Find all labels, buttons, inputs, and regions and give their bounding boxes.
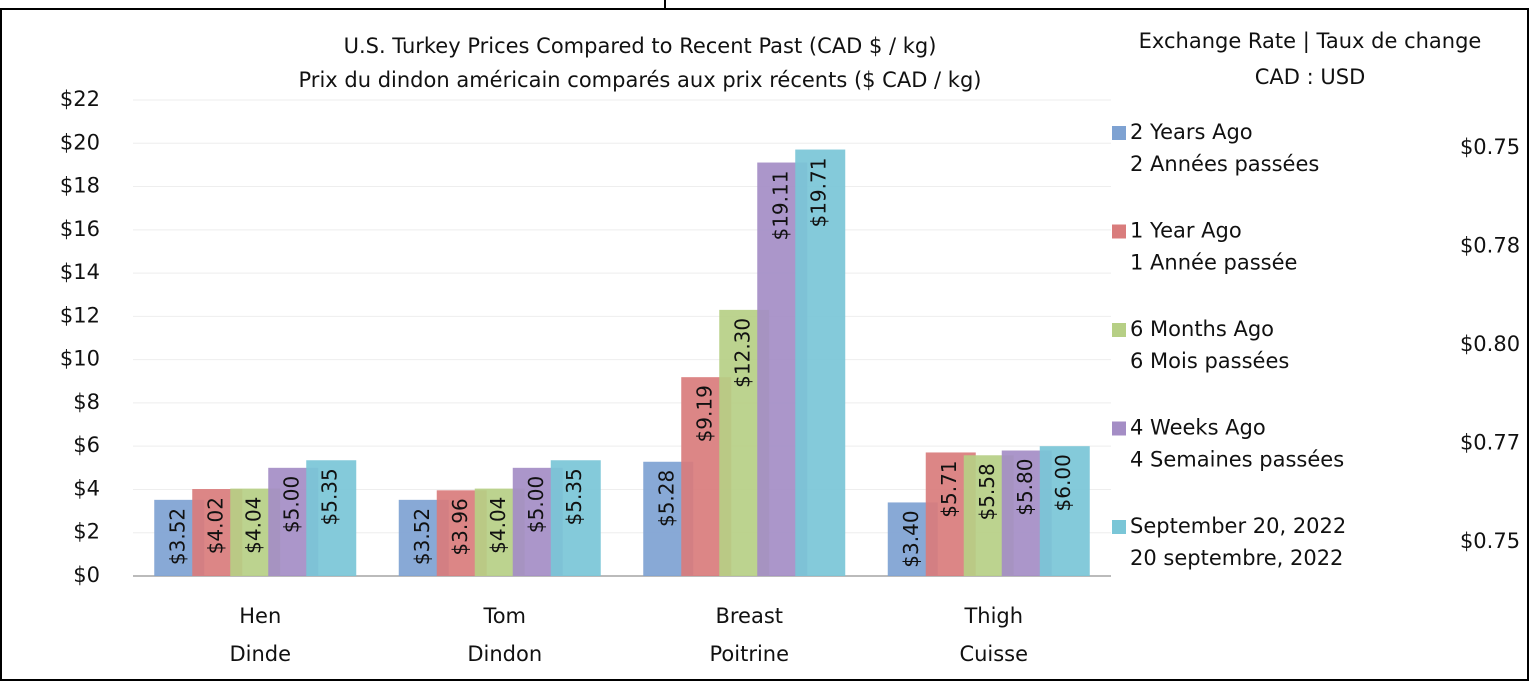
exchange-rate: $0.80 [1460, 332, 1520, 356]
data-label: $5.35 [562, 468, 586, 525]
y-tick-label: $6 [73, 433, 100, 457]
y-tick-label: $20 [60, 130, 100, 154]
data-label: $3.96 [448, 498, 472, 555]
x-tick-label: Dindon [467, 642, 542, 666]
y-tick-label: $8 [73, 390, 100, 414]
exchange-rate: $0.78 [1460, 234, 1520, 258]
legend-swatch [1112, 126, 1126, 140]
legend-label: 2 Années passées [1130, 152, 1319, 176]
x-tick-label: Hen [239, 604, 281, 628]
exchange-rate: $0.75 [1460, 135, 1520, 159]
legend-label: 6 Months Ago [1130, 317, 1274, 341]
legend-swatch [1112, 323, 1126, 337]
legend-subtitle: CAD : USD [1255, 65, 1366, 89]
data-label: $6.00 [1051, 454, 1075, 511]
bar [795, 149, 846, 576]
exchange-rate: $0.75 [1460, 529, 1520, 553]
legend-label: 6 Mois passées [1130, 349, 1289, 373]
data-label: $5.71 [937, 460, 961, 517]
y-tick-label: $14 [60, 260, 100, 284]
bar [550, 460, 601, 576]
data-label: $3.52 [410, 508, 434, 565]
y-tick-label: $4 [73, 476, 100, 500]
data-label: $5.28 [655, 470, 679, 527]
legend-label: September 20, 2022 [1130, 514, 1346, 538]
y-tick-label: $22 [60, 87, 100, 111]
legend-swatch [1112, 224, 1126, 239]
exchange-rate: $0.77 [1460, 431, 1520, 455]
data-label: $19.11 [769, 171, 793, 241]
frame [0, 8, 1529, 681]
legend-swatch [1112, 421, 1126, 436]
y-tick-label: $0 [73, 563, 100, 587]
data-label: $5.35 [318, 468, 342, 525]
y-tick-label: $10 [60, 347, 100, 371]
data-label: $3.40 [899, 510, 923, 567]
y-tick-label: $2 [73, 520, 100, 544]
data-label: $5.58 [975, 463, 999, 520]
data-label: $4.04 [242, 497, 266, 554]
data-label: $5.00 [524, 476, 548, 533]
x-tick-label: Poitrine [709, 642, 789, 666]
y-tick-label: $16 [60, 217, 100, 241]
bar [1039, 446, 1090, 576]
bar [306, 460, 357, 576]
data-label: $19.71 [807, 158, 831, 228]
x-tick-label: Breast [715, 604, 783, 628]
x-tick-label: Dinde [229, 642, 291, 666]
data-label: $9.19 [693, 385, 717, 442]
data-label: $5.80 [1013, 459, 1037, 516]
legend-label: 1 Year Ago [1130, 219, 1242, 243]
legend-label: 4 Semaines passées [1130, 448, 1344, 472]
x-tick-label: Cuisse [959, 642, 1028, 666]
data-label: $12.30 [731, 318, 755, 388]
x-tick-label: Thigh [963, 604, 1023, 628]
legend-label: 1 Année passée [1130, 251, 1297, 275]
chart-subtitle: Prix du dindon américain comparés aux pr… [299, 68, 982, 92]
data-label: $4.02 [204, 497, 228, 554]
legend-label: 2 Years Ago [1130, 120, 1253, 144]
data-label: $3.52 [166, 508, 190, 565]
legend-label: 20 septembre, 2022 [1130, 546, 1343, 570]
y-tick-label: $18 [60, 174, 100, 198]
data-label: $4.04 [486, 497, 510, 554]
data-label: $5.00 [280, 476, 304, 533]
y-tick-label: $12 [60, 303, 100, 327]
x-tick-label: Tom [482, 604, 526, 628]
legend-label: 4 Weeks Ago [1130, 416, 1266, 440]
chart-title: U.S. Turkey Prices Compared to Recent Pa… [344, 34, 937, 58]
legend-title: Exchange Rate | Taux de change [1139, 29, 1482, 54]
legend-swatch [1112, 520, 1126, 534]
